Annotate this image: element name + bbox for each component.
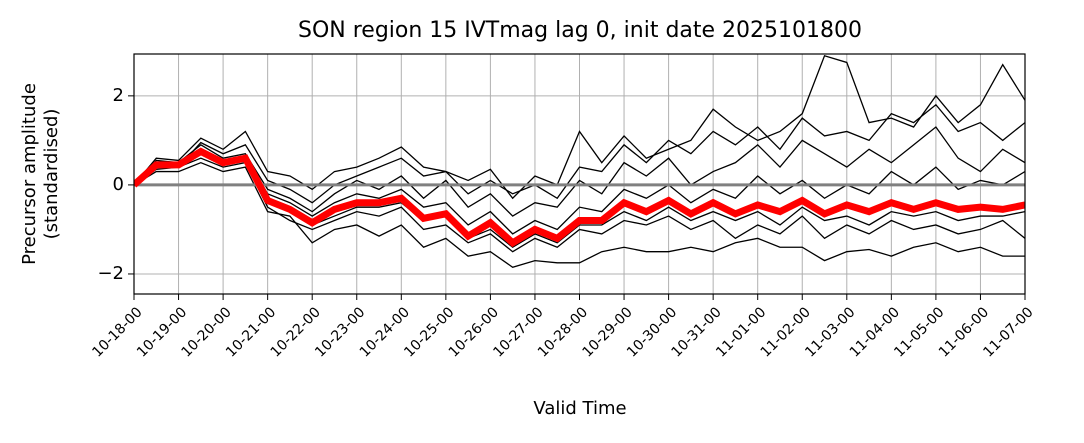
chart-title: SON region 15 IVTmag lag 0, init date 20… — [298, 18, 862, 43]
series-line — [134, 54, 1025, 200]
plot-lines — [134, 54, 1025, 268]
grid — [133, 54, 1026, 294]
y-axis-label-line: Precursor amplitude — [19, 83, 40, 265]
series-line — [134, 161, 1025, 268]
series-line — [134, 147, 1025, 248]
series-line — [134, 157, 1025, 253]
y-tick-label: 2 — [113, 85, 124, 106]
y-axis-label: Precursor amplitude (standardised) — [19, 83, 62, 265]
y-axis-label-line: (standardised) — [41, 109, 62, 240]
y-tick-label: 0 — [113, 174, 124, 195]
plot-frame — [133, 53, 1026, 295]
series-line — [134, 126, 1025, 217]
axes: −20210-18-0010-19-0010-20-0010-21-0010-2… — [89, 53, 1037, 361]
y-tick-label: −2 — [97, 263, 124, 284]
x-axis-label: Valid Time — [533, 398, 626, 419]
